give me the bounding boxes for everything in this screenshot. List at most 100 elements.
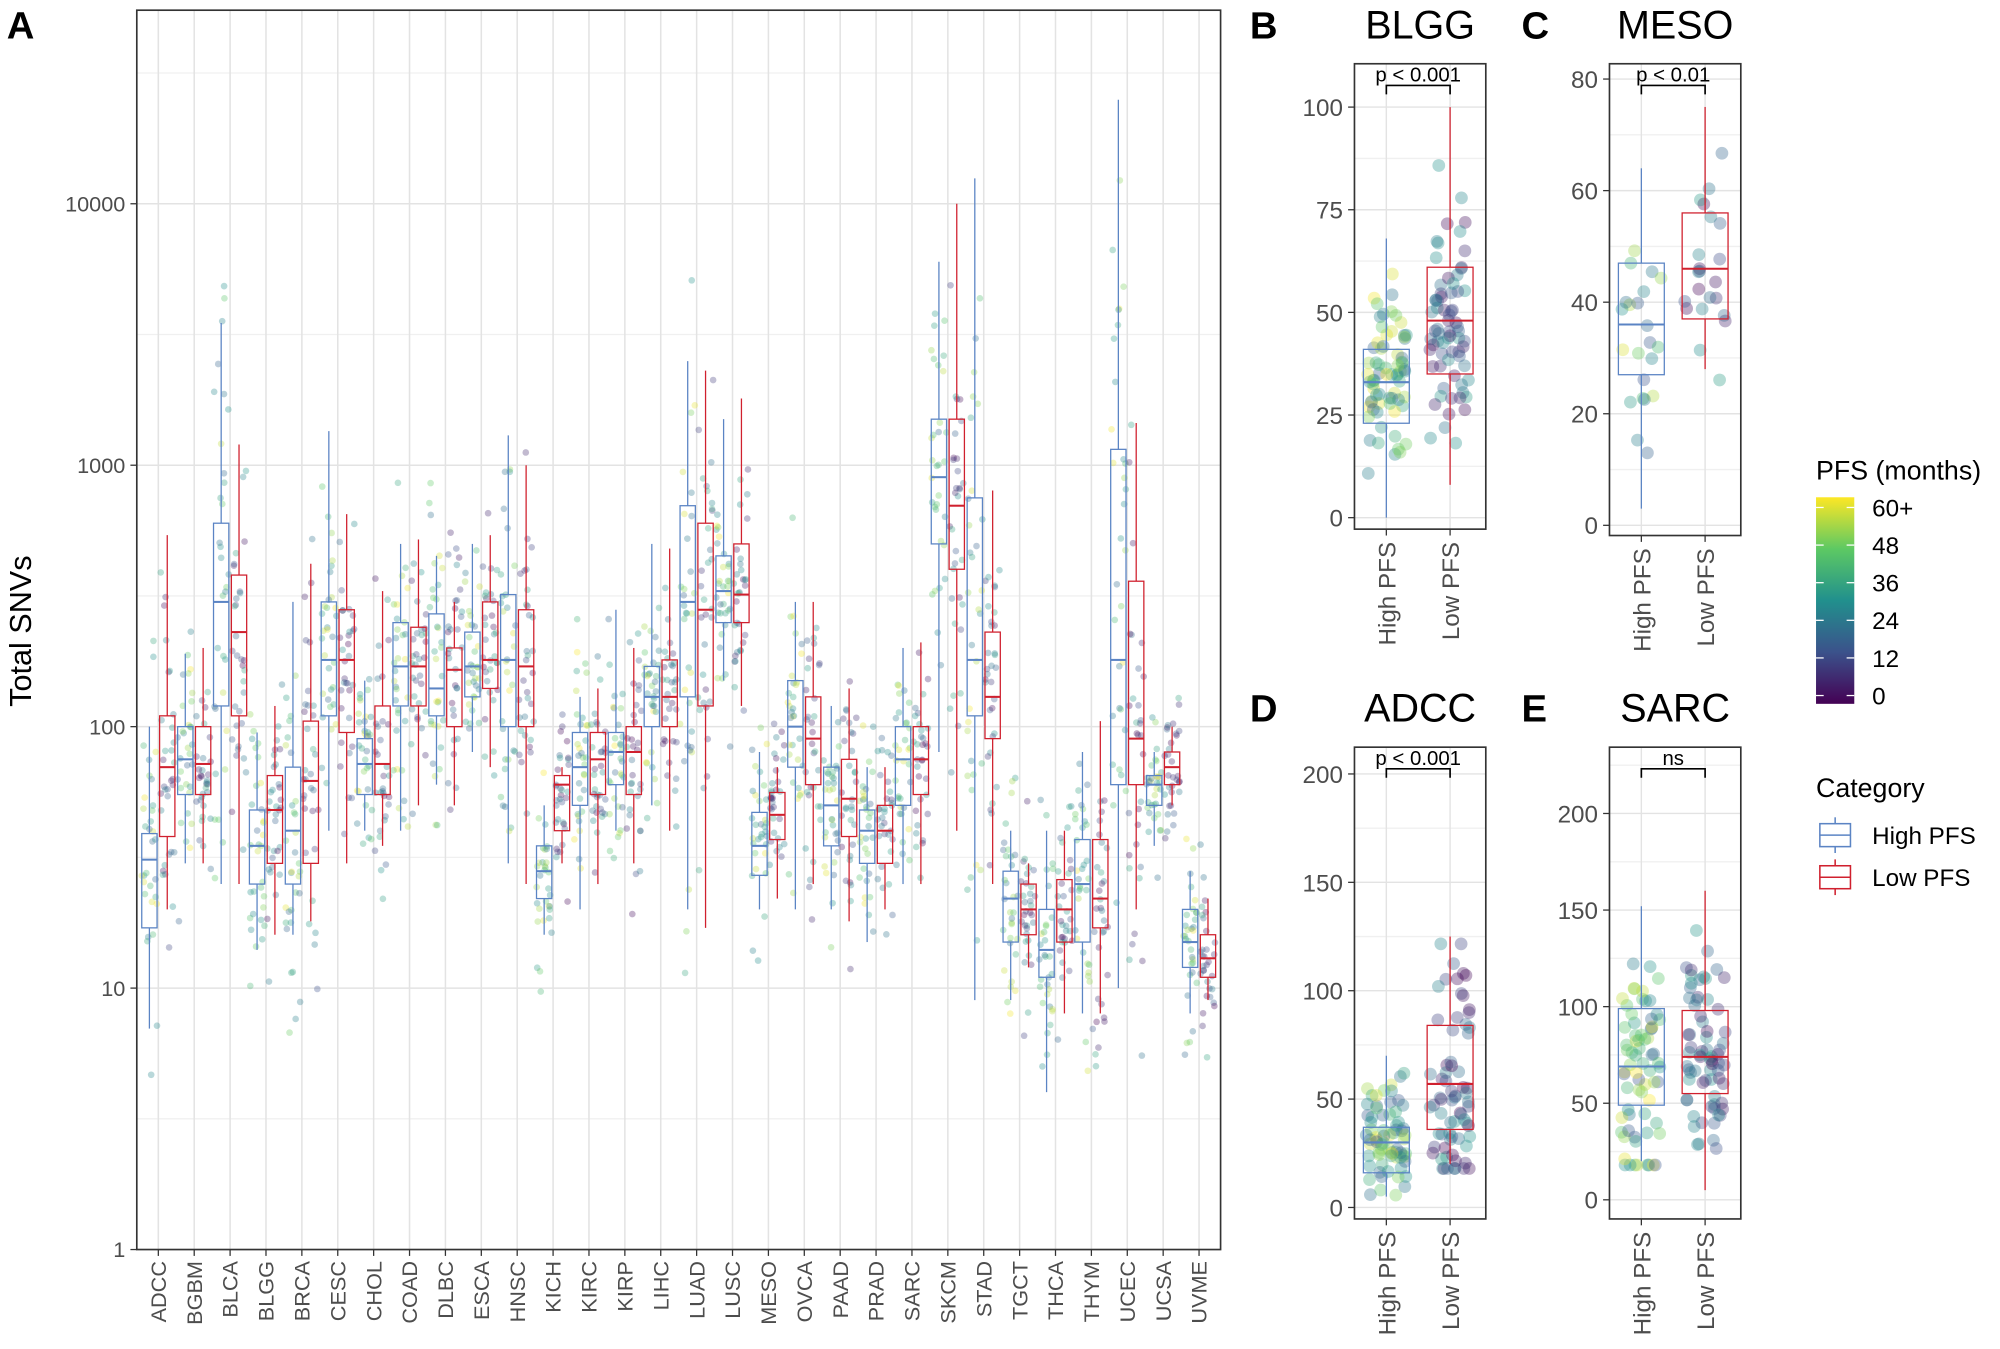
data-point (859, 796, 867, 803)
data-point (903, 719, 910, 727)
data-point (521, 732, 529, 739)
data-point (982, 577, 989, 585)
box-bgbm-high-box (176, 726, 194, 796)
data-point (696, 706, 704, 714)
data-point (301, 708, 308, 716)
data-point (264, 915, 271, 923)
data-point (808, 916, 816, 923)
data-point (167, 848, 175, 856)
data-point (283, 694, 290, 702)
data-point (985, 602, 992, 610)
data-point (1456, 989, 1470, 1002)
data-point (1055, 903, 1063, 910)
data-point (562, 794, 570, 802)
data-point (1369, 356, 1383, 370)
data-point (1006, 909, 1014, 916)
data-point (184, 651, 192, 659)
data-point (931, 503, 939, 511)
data-point (671, 678, 679, 686)
data-point (1137, 863, 1144, 871)
data-point (1182, 935, 1190, 943)
data-point (301, 805, 309, 812)
data-point (808, 740, 816, 748)
data-point (375, 642, 383, 650)
data-point (972, 335, 980, 342)
data-point (999, 846, 1007, 854)
data-point (1139, 957, 1146, 965)
data-point (632, 870, 640, 878)
data-point (306, 638, 314, 646)
data-point (199, 767, 206, 774)
data-point (917, 733, 925, 741)
data-point (598, 813, 606, 820)
data-point (152, 875, 159, 883)
data-point (680, 591, 688, 599)
data-point (1154, 874, 1161, 881)
data-point (757, 833, 765, 841)
data-point (757, 820, 765, 828)
data-point (1014, 892, 1022, 900)
data-point (1093, 863, 1101, 871)
data-point (462, 718, 470, 726)
data-point (1434, 937, 1448, 951)
data-point (1091, 928, 1098, 936)
data-point (1042, 922, 1050, 930)
data-point (1078, 865, 1086, 873)
data-point (248, 801, 256, 808)
data-point (768, 779, 776, 787)
data-point (450, 712, 458, 719)
data-point (427, 511, 435, 519)
data-point (1137, 798, 1145, 806)
data-point (1169, 720, 1177, 727)
data-point (1056, 947, 1064, 954)
data-point (1624, 395, 1637, 409)
data-point (451, 682, 459, 689)
data-point (197, 796, 205, 804)
data-point (757, 724, 765, 732)
data-point (1134, 731, 1142, 739)
data-point (737, 476, 744, 483)
data-point (282, 919, 290, 927)
data-point (286, 1029, 293, 1036)
data-point (404, 584, 411, 592)
data-point (524, 694, 532, 702)
data-point (1129, 940, 1136, 948)
data-point (1040, 928, 1048, 936)
data-point (345, 632, 353, 639)
data-point (1133, 730, 1141, 737)
data-point (434, 624, 442, 632)
data-point (860, 865, 868, 873)
data-point (714, 524, 722, 531)
data-point (912, 830, 920, 837)
x-tick-label: MESO (756, 1261, 781, 1325)
data-point (417, 680, 425, 688)
data-point (893, 861, 900, 869)
data-point (481, 753, 489, 760)
data-point (355, 719, 363, 726)
data-point (1208, 985, 1216, 993)
data-point (429, 760, 437, 767)
data-point (394, 479, 402, 487)
data-point (776, 788, 784, 795)
x-tick-label: Low PFS (1438, 1232, 1465, 1330)
y-tick-label: 75 (1316, 198, 1343, 225)
data-point (655, 647, 663, 655)
data-point (1203, 1053, 1211, 1061)
data-point (842, 706, 850, 713)
data-point (888, 752, 895, 759)
data-point (1067, 802, 1075, 810)
data-point (591, 765, 599, 773)
data-point (614, 833, 622, 841)
data-point (453, 684, 461, 692)
data-point (1049, 1005, 1056, 1013)
data-point (1193, 909, 1200, 916)
data-point (393, 685, 400, 693)
data-point (1067, 915, 1074, 923)
data-point (802, 686, 810, 694)
data-point (1641, 446, 1654, 460)
data-point (1451, 972, 1464, 986)
data-point (427, 720, 435, 728)
data-point (254, 847, 262, 855)
x-tick-label: SARC (900, 1261, 925, 1321)
